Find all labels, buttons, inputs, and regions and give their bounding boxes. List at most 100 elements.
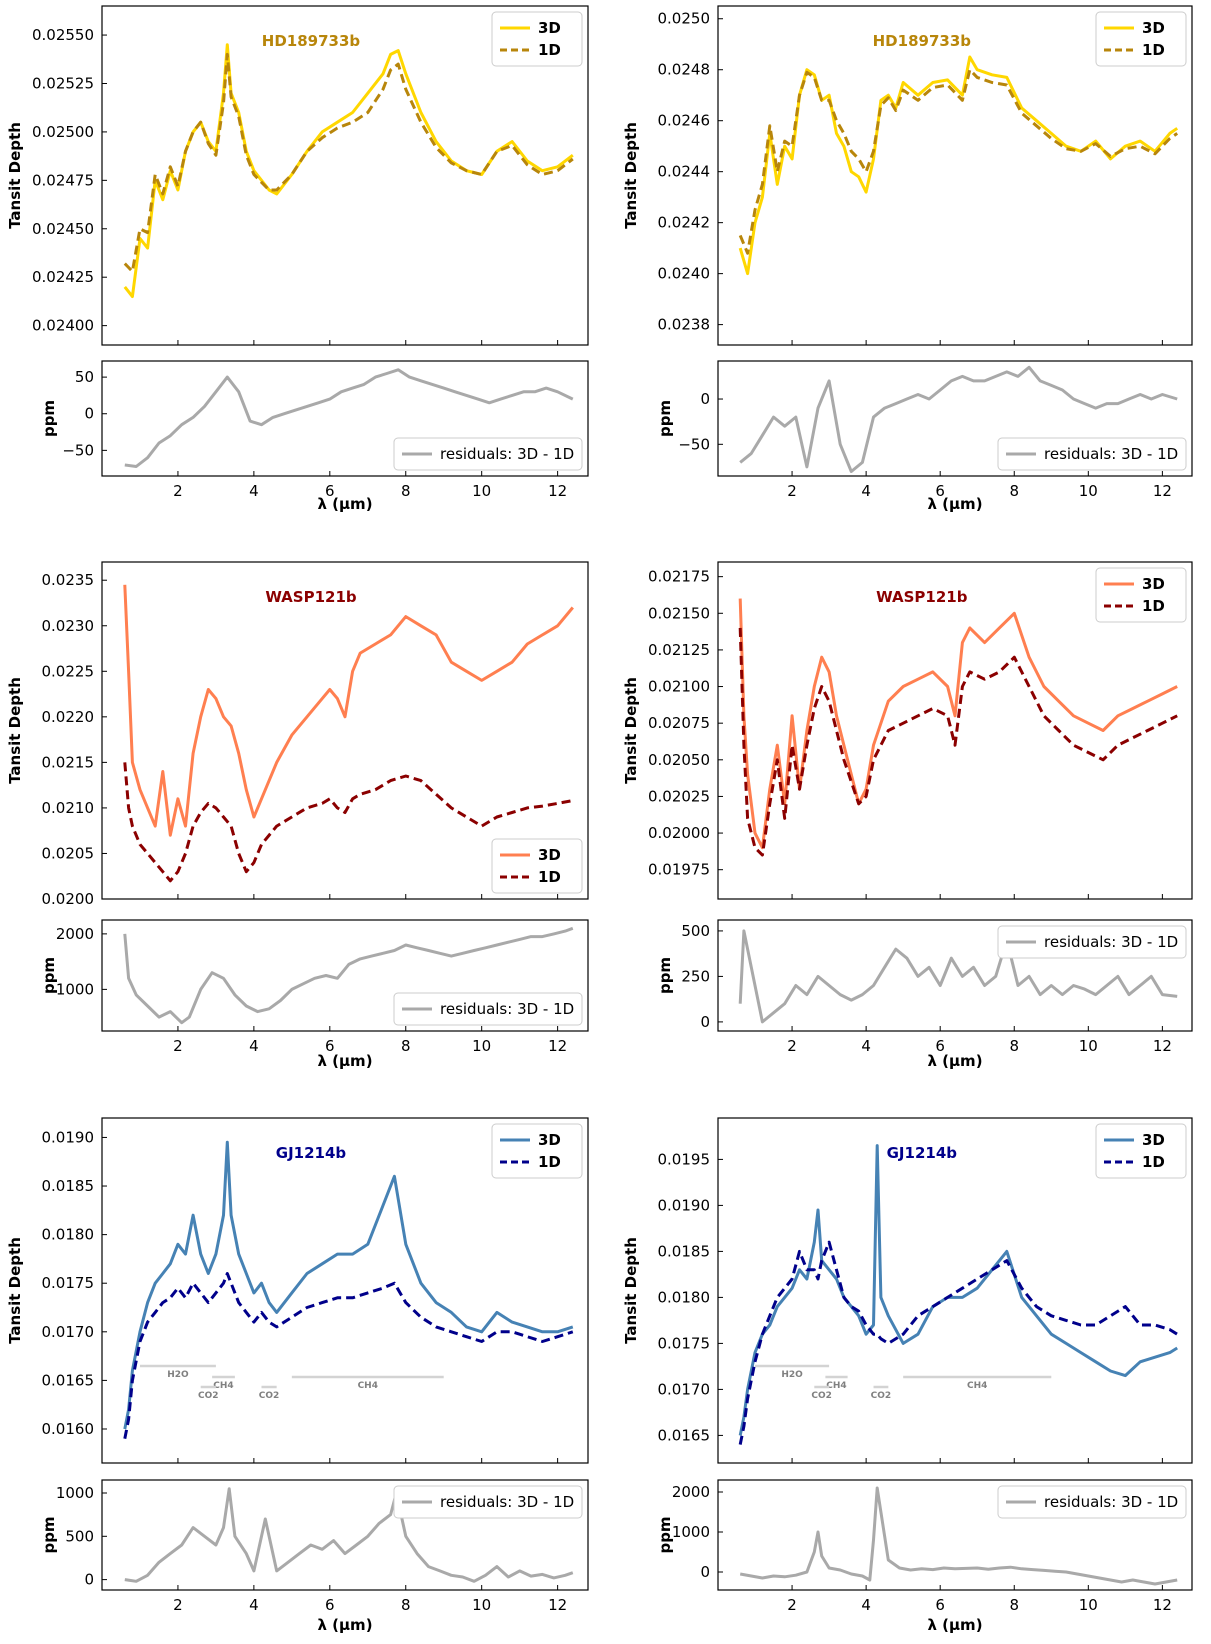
row0-right-series-3d: [738, 55, 1179, 276]
row1-left-res-legend: [393, 992, 583, 1026]
row0-right-xlabel: λ (μm): [927, 495, 982, 513]
row2-left-xtick-label: 12: [548, 1596, 567, 1614]
row1-right-xtick-label: 8: [1009, 1037, 1019, 1055]
row1-right-res-legend-label: residuals: 3D - 1D: [1044, 933, 1178, 951]
row1-right-xtick-label: 12: [1153, 1037, 1172, 1055]
row0-left-res-ylabel: ppm: [40, 400, 58, 437]
row2-left-main-legend-label: 3D: [538, 1131, 561, 1149]
row1-left-xtick-label: 8: [401, 1037, 411, 1055]
row2-left-res-legend-label: residuals: 3D - 1D: [440, 1493, 574, 1511]
row2-left-main-ytick-label: 0.0190: [42, 1128, 95, 1146]
row2-right-xtick-label: 12: [1153, 1596, 1172, 1614]
row0-right-xtick-label: 8: [1009, 482, 1019, 500]
row0-right-main-legend-label: 3D: [1142, 19, 1165, 37]
row2-left-molecule-label: CH4: [213, 1381, 233, 1391]
row0-left-main-legend-label: 1D: [538, 41, 561, 59]
row1-left-main-ytick-label: 0.0220: [42, 708, 95, 726]
row0-left-main-frame: [101, 5, 589, 346]
row2-right-main-legend-label: 1D: [1142, 1153, 1165, 1171]
row2-right-xtick-label: 10: [1079, 1596, 1098, 1614]
row2-right-molecule-label: CO2: [871, 1391, 892, 1401]
row2-right-res-ytick-label: 2000: [672, 1483, 710, 1501]
row0-right-series-residuals: [739, 365, 1178, 473]
row0-left-main-legend-label: 3D: [538, 19, 561, 37]
row1-left-main-ytick-label: 0.0215: [42, 753, 95, 771]
row1-right-series-3d: [738, 598, 1178, 850]
row1-right-main-ytick-label: 0.02125: [648, 641, 710, 659]
row1-left-res-ylabel: ppm: [40, 957, 58, 994]
row2-right-main-ytick-label: 0.0170: [658, 1380, 711, 1398]
row1-right-main-ytick-label: 0.02025: [648, 787, 710, 805]
row1-left-res-legend-label: residuals: 3D - 1D: [440, 1000, 574, 1018]
row2-left-res-ylabel: ppm: [40, 1516, 58, 1553]
row1-left-xtick-label: 2: [173, 1037, 183, 1055]
row1-right-xtick-label: 10: [1079, 1037, 1098, 1055]
row1-left-main-legend-label: 1D: [538, 868, 561, 886]
row2-left-main-ytick-label: 0.0185: [42, 1177, 95, 1195]
row1-right-series-residuals: [738, 929, 1178, 1024]
row2-right-ylabel: Tansit Depth: [622, 1237, 640, 1344]
row1-left-main-ytick-label: 0.0210: [42, 799, 95, 817]
row1-left-res-ytick-label: 1000: [56, 980, 94, 998]
row0-right-res-legend: [997, 437, 1187, 471]
row1-left-main-frame: [101, 561, 589, 900]
row2-right-series-residuals: [739, 1486, 1178, 1586]
row2-left-main-legend-label: 1D: [538, 1153, 561, 1171]
row0-right-main-frame: [717, 5, 1193, 346]
row0-left-main-ytick-label: 0.02475: [32, 171, 94, 189]
row1-right-series-1d: [738, 627, 1178, 857]
row0-left-main-ytick-label: 0.02400: [32, 317, 94, 335]
row0-left-xtick-label: 10: [472, 482, 491, 500]
row2-left-molecule-label: H2O: [167, 1370, 189, 1380]
row0-right-xtick-label: 6: [935, 482, 945, 500]
row0-left-xtick-label: 6: [325, 482, 335, 500]
row2-right-series-1d: [738, 1240, 1178, 1445]
row2-right-main-frame: [717, 1117, 1193, 1464]
row1-right-ylabel: Tansit Depth: [622, 677, 640, 784]
row1-right-xtick-label: 2: [787, 1037, 797, 1055]
row2-left-xtick-label: 6: [325, 1596, 335, 1614]
row2-left-xtick-label: 4: [249, 1596, 259, 1614]
row0-left-res-legend: [393, 437, 583, 471]
row2-left-series-residuals: [124, 1487, 574, 1583]
row0-right-xtick-label: 4: [861, 482, 871, 500]
row2-right-main-ytick-label: 0.0185: [658, 1242, 711, 1260]
row1-left-main-ytick-label: 0.0230: [42, 617, 95, 635]
row2-left-xlabel: λ (μm): [317, 1616, 372, 1634]
row1-right-panel-title: WASP121b: [876, 588, 968, 606]
row0-left-main-ytick-label: 0.02500: [32, 123, 94, 141]
row0-right-res-legend-label: residuals: 3D - 1D: [1044, 445, 1178, 463]
row2-left-res-ytick-label: 500: [65, 1527, 94, 1545]
row0-right-xtick-label: 10: [1079, 482, 1098, 500]
row0-right-main-legend-label: 1D: [1142, 41, 1165, 59]
row2-left-series-3d: [123, 1140, 574, 1430]
row0-left-main-ytick-label: 0.02550: [32, 26, 94, 44]
row0-left-res-frame: [101, 360, 589, 477]
row2-left-res-ytick-label: 1000: [56, 1484, 94, 1502]
row0-right-main-ytick-label: 0.0240: [658, 265, 711, 283]
row2-right-xlabel: λ (μm): [927, 1616, 982, 1634]
row0-left-series-residuals: [124, 368, 574, 468]
row0-right-main-ytick-label: 0.0248: [658, 61, 711, 79]
row2-left-molecule-label: CH4: [358, 1381, 378, 1391]
row0-left-res-ytick-label: 0: [84, 405, 94, 423]
row0-right-main-legend: [1095, 11, 1187, 67]
row1-right-xlabel: λ (μm): [927, 1052, 982, 1070]
row2-right-molecule-label: CO2: [811, 1391, 832, 1401]
row2-right-xtick-label: 6: [935, 1596, 945, 1614]
row0-left-panel-title: HD189733b: [262, 32, 361, 50]
row1-right-res-ylabel: ppm: [656, 957, 674, 994]
row0-right-series-1d: [738, 68, 1179, 255]
row2-right-main-ytick-label: 0.0195: [658, 1150, 711, 1168]
row0-right-xtick-label: 12: [1153, 482, 1172, 500]
row1-left-xtick-label: 4: [249, 1037, 259, 1055]
row1-left-xlabel: λ (μm): [317, 1052, 372, 1070]
row1-left-main-ytick-label: 0.0225: [42, 662, 95, 680]
row2-right-res-ytick-label: 0: [700, 1563, 710, 1581]
row2-right-molecule-label: CH4: [967, 1381, 987, 1391]
row0-left-main-ytick-label: 0.02525: [32, 74, 94, 92]
row1-right-main-ytick-label: 0.02000: [648, 824, 710, 842]
row1-right-main-legend-label: 3D: [1142, 575, 1165, 593]
row0-right-panel-title: HD189733b: [873, 32, 972, 50]
row1-left-xtick-label: 6: [325, 1037, 335, 1055]
